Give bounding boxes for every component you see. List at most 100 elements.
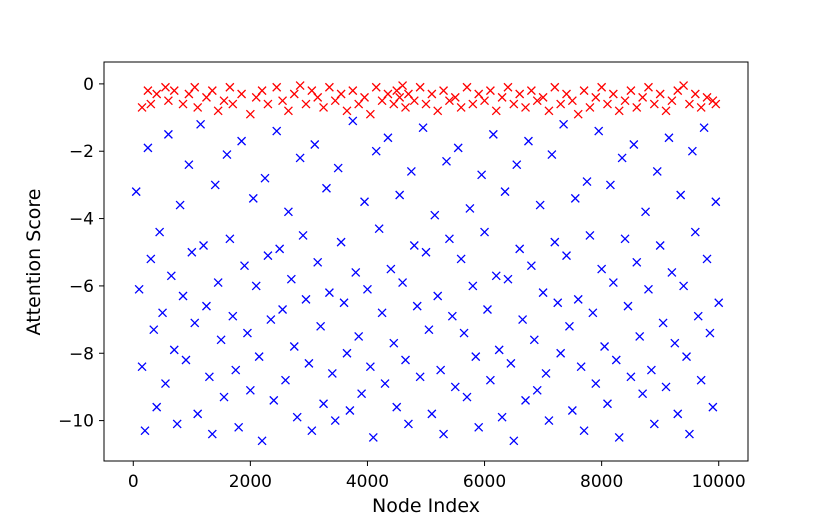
data-point — [600, 342, 610, 351]
data-point — [591, 92, 601, 102]
data-point — [137, 362, 147, 372]
data-point — [327, 368, 337, 378]
data-point — [330, 416, 340, 426]
data-point — [272, 82, 282, 92]
data-point — [465, 204, 475, 213]
data-point — [433, 291, 443, 301]
data-point — [219, 392, 229, 402]
data-point — [582, 177, 592, 186]
data-point — [362, 284, 372, 294]
data-point — [395, 92, 405, 102]
data-point — [237, 136, 247, 146]
data-point — [497, 412, 507, 422]
data-point — [310, 140, 320, 149]
data-point — [626, 372, 636, 382]
data-point — [509, 436, 519, 446]
data-point — [450, 92, 460, 102]
data-point — [690, 227, 700, 237]
data-point — [644, 82, 653, 92]
x-tick-label: 2000 — [229, 472, 272, 492]
data-point — [187, 247, 197, 257]
data-point — [398, 278, 408, 288]
data-point — [345, 406, 355, 415]
data-point — [398, 81, 408, 91]
data-point — [260, 173, 270, 183]
data-point — [644, 284, 653, 294]
data-point — [468, 99, 478, 109]
data-point — [649, 419, 659, 429]
x-axis: 0 2000 4000 6000 8000 10000 — [128, 461, 746, 492]
data-point — [134, 284, 144, 294]
data-point — [430, 210, 440, 220]
data-point — [676, 190, 686, 200]
data-point — [403, 419, 413, 429]
data-point — [632, 102, 642, 112]
data-point — [161, 82, 170, 92]
data-point — [146, 254, 156, 264]
data-point — [638, 389, 648, 399]
data-point — [603, 99, 612, 109]
data-point — [471, 352, 481, 362]
data-point — [158, 308, 168, 318]
data-point — [585, 230, 595, 240]
data-point — [140, 426, 150, 436]
data-point — [702, 92, 712, 102]
data-point — [409, 241, 419, 250]
data-point — [433, 106, 443, 116]
data-point — [696, 102, 706, 112]
data-point — [670, 338, 680, 348]
data-point — [497, 92, 507, 102]
data-point — [453, 143, 463, 153]
data-point — [673, 409, 683, 419]
data-point — [462, 82, 472, 92]
data-point — [523, 136, 533, 146]
data-point — [289, 89, 299, 99]
data-point — [225, 234, 235, 244]
data-point — [597, 264, 607, 274]
data-point — [559, 119, 569, 129]
data-point — [348, 116, 358, 126]
data-point — [216, 335, 226, 345]
x-tick-label: 4000 — [346, 472, 389, 492]
data-point — [421, 247, 431, 257]
data-point — [544, 416, 554, 426]
data-point — [570, 193, 580, 203]
data-point — [550, 82, 560, 92]
data-point — [547, 150, 557, 160]
data-point — [263, 99, 273, 109]
data-point — [603, 399, 612, 409]
data-point — [444, 96, 454, 106]
data-point — [679, 81, 689, 91]
data-point — [219, 96, 229, 106]
data-point — [181, 355, 191, 365]
data-point — [333, 163, 343, 173]
data-point — [597, 82, 607, 92]
data-point — [646, 365, 656, 375]
data-point — [412, 301, 422, 311]
data-point — [143, 86, 153, 96]
data-point — [336, 89, 346, 99]
data-point — [556, 99, 566, 109]
data-point — [562, 251, 571, 261]
data-point — [228, 311, 238, 321]
data-point — [278, 96, 288, 106]
data-point — [541, 368, 551, 378]
data-point — [641, 207, 651, 217]
data-point — [629, 140, 639, 149]
data-point — [655, 89, 665, 99]
data-point — [196, 119, 206, 129]
data-point — [360, 92, 369, 102]
data-point — [617, 153, 627, 163]
data-point — [360, 197, 369, 207]
data-point — [245, 109, 255, 119]
data-point — [442, 156, 451, 166]
series-0 — [137, 81, 721, 119]
data-point — [553, 298, 563, 308]
data-point — [307, 426, 317, 436]
data-point — [257, 86, 267, 96]
data-point — [248, 193, 258, 203]
data-point — [632, 257, 642, 267]
data-point — [210, 180, 220, 190]
data-point — [655, 241, 665, 250]
data-point — [190, 82, 200, 92]
